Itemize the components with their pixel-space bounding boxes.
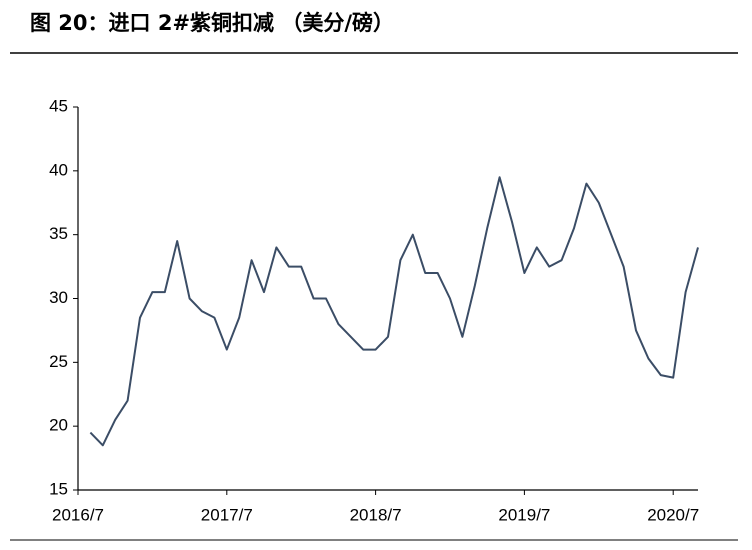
y-tick-label: 20 — [49, 416, 68, 435]
x-tick-label: 2020/7 — [647, 505, 699, 524]
y-tick-label: 40 — [49, 160, 68, 179]
y-tick-label: 25 — [49, 352, 68, 371]
y-tick-label: 30 — [49, 288, 68, 307]
chart-title: 图 20：进口 2#紫铜扣减 （美分/磅） — [30, 11, 394, 35]
y-tick-label: 45 — [49, 96, 68, 115]
line-series — [89, 176, 699, 447]
y-tick-label: 35 — [49, 224, 68, 243]
x-tick-label: 2018/7 — [350, 505, 402, 524]
x-tick-label: 2016/7 — [52, 505, 104, 524]
x-tick-label: 2019/7 — [498, 505, 550, 524]
y-tick-label: 15 — [49, 479, 68, 498]
x-tick-label: 2017/7 — [201, 505, 253, 524]
